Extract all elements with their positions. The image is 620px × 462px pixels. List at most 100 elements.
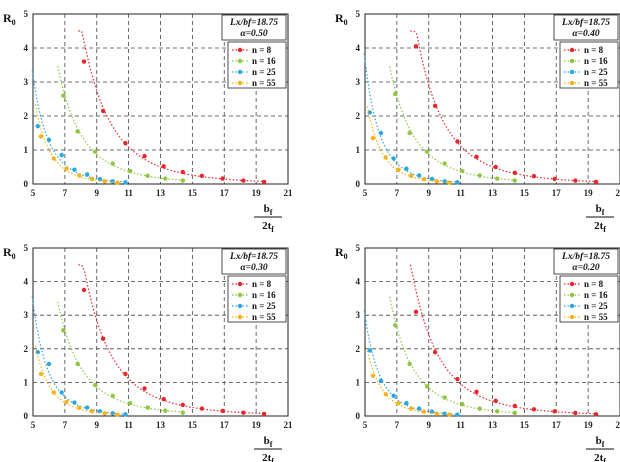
data-point: [531, 173, 537, 179]
data-point: [61, 93, 66, 98]
x-tick-label: 11: [124, 420, 133, 430]
data-point: [59, 390, 64, 395]
y-tick-label: 5: [24, 243, 29, 253]
annotation-length-ratio: Lx/bf=18.75: [229, 252, 278, 262]
x-tick-label: 19: [252, 420, 262, 430]
legend-swatch-marker: [237, 303, 243, 309]
x-tick-label: 15: [520, 188, 530, 198]
legend-swatch-marker: [237, 314, 243, 320]
data-point: [163, 408, 168, 413]
y-tick-label: 4: [24, 277, 29, 287]
data-point: [367, 348, 372, 353]
data-point: [573, 178, 578, 183]
x-tick-label: 5: [363, 188, 368, 198]
y-tick-label: 2: [356, 344, 361, 354]
legend-entry: n = 25: [584, 67, 608, 77]
data-point: [89, 176, 95, 182]
data-point: [378, 378, 384, 383]
x-tick-label: 11: [456, 420, 465, 430]
data-point: [261, 179, 267, 185]
legend-entry: n = 8: [252, 279, 272, 289]
data-point: [163, 176, 168, 181]
legend-swatch-marker: [237, 47, 243, 53]
y-tick-label: 1: [356, 145, 361, 155]
data-point: [46, 137, 52, 142]
data-point: [51, 156, 56, 161]
x-tick-label: 15: [188, 420, 198, 430]
data-point: [495, 176, 500, 181]
annotation-box: [553, 14, 619, 41]
y-tick-label: 2: [24, 111, 29, 121]
data-point: [421, 177, 427, 182]
plot-frame: [364, 247, 620, 417]
y-tick-label: 3: [356, 310, 361, 320]
legend-box: [227, 275, 287, 323]
data-point: [455, 376, 460, 382]
data-point: [552, 409, 557, 414]
x-tick-label: 11: [124, 188, 133, 198]
data-point: [81, 59, 87, 64]
data-point: [97, 409, 103, 414]
annotation-alpha: α=0.30: [240, 263, 268, 273]
y-tick-label: 3: [24, 77, 29, 87]
trend-curve: [57, 65, 183, 181]
y-tick-label: 3: [356, 77, 361, 87]
legend-entry: n = 25: [584, 301, 608, 311]
legend-swatch-marker: [237, 292, 243, 298]
legend-swatch-marker: [569, 314, 575, 320]
data-point: [593, 179, 599, 185]
data-point: [123, 371, 128, 377]
data-point: [495, 409, 500, 414]
annotation-alpha: α=0.40: [572, 29, 600, 39]
x-tick-label: 9: [427, 188, 432, 198]
x-tick-label: 19: [252, 188, 262, 198]
trend-curve: [409, 264, 597, 415]
data-point: [142, 153, 147, 159]
legend-box: [559, 275, 619, 323]
x-tick-label: 17: [552, 420, 562, 430]
trend-curve: [389, 296, 515, 414]
data-point: [75, 129, 80, 134]
data-point: [416, 406, 422, 411]
data-point: [455, 412, 460, 417]
legend-swatch-marker: [569, 69, 575, 75]
annotation-length-ratio: Lx/bf=18.75: [561, 18, 610, 28]
data-point: [413, 44, 419, 49]
x-tick-label: 15: [188, 188, 198, 198]
data-point: [493, 164, 498, 170]
data-point: [72, 167, 77, 172]
x-tick-label: 13: [156, 420, 166, 430]
x-axis-label-denominator: 2tf: [594, 452, 606, 462]
data-point: [59, 152, 64, 158]
x-axis-label-denominator: 2tf: [262, 452, 274, 462]
data-point: [407, 130, 412, 136]
data-point: [128, 401, 133, 406]
data-point: [115, 412, 120, 417]
data-point: [573, 410, 578, 416]
data-point: [407, 361, 412, 367]
data-point: [81, 287, 87, 293]
data-point: [393, 91, 398, 97]
data-point: [409, 173, 414, 179]
data-point: [442, 161, 447, 166]
data-point: [220, 408, 225, 414]
chart-panel-3: 5 7 9 11 13 15 17 19 21 0 1 2 3 4 5 R0 bf 2tf Lx/bf=18.75α…: [3, 243, 293, 462]
data-point: [102, 179, 107, 184]
data-point: [115, 180, 120, 185]
trend-curve: [78, 264, 265, 415]
x-tick-label: 21: [284, 420, 294, 430]
legend-swatch-marker: [569, 58, 575, 64]
x-axis-label-denominator: 2tf: [262, 220, 274, 234]
data-point: [409, 406, 414, 411]
data-point: [161, 397, 166, 402]
data-point: [474, 389, 479, 395]
data-point: [100, 336, 106, 341]
data-point: [145, 173, 150, 179]
trend-curve: [34, 345, 118, 415]
x-tick-label: 17: [220, 188, 230, 198]
legend-entry: n = 55: [584, 312, 608, 322]
data-point: [180, 402, 186, 408]
data-point: [413, 309, 419, 315]
data-point: [75, 361, 80, 367]
